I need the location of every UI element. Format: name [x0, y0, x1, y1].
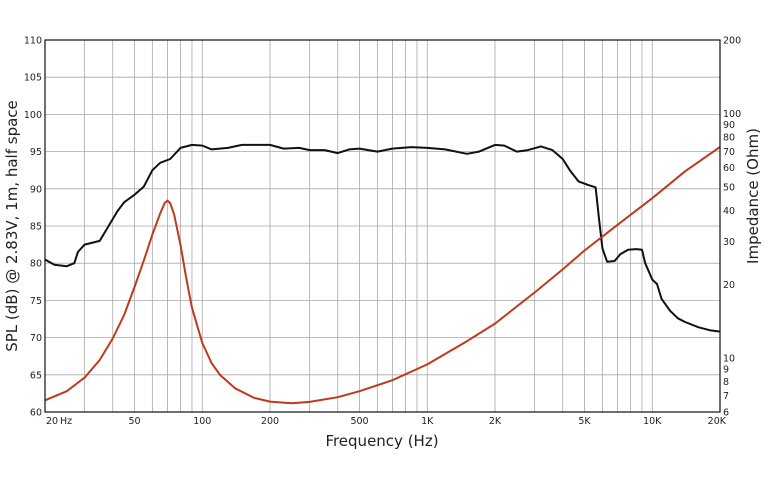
y-axis-title: SPL (dB) @ 2.83V, 1m, half space	[3, 100, 21, 352]
y2-tick-label: 7	[723, 391, 729, 402]
x-tick-label: 1K	[421, 416, 434, 427]
x-tick-label: 20K	[708, 416, 727, 427]
x-tick-label: 5K	[578, 416, 591, 427]
impedance-curve	[44, 146, 721, 405]
x-tick-label: 20	[46, 416, 58, 427]
y2-tick-label: 60	[723, 163, 735, 174]
y2-tick-label: 100	[723, 109, 741, 120]
y2-tick-label: 6	[723, 408, 729, 419]
y-tick-label: 90	[30, 184, 42, 195]
x-tick-labels: 20 50 100 200 500 1K 2K 5K 10K 20K Hz	[46, 416, 727, 427]
y2-tick-label: 200	[723, 36, 741, 47]
y2-tick-label: 50	[723, 183, 735, 194]
grid-lines	[45, 40, 720, 412]
y-tick-label: 110	[24, 36, 42, 47]
y2-tick-label: 40	[723, 206, 735, 217]
y-tick-label: 65	[30, 370, 42, 381]
x-tick-label: 10K	[643, 416, 662, 427]
x-tick-label: 2K	[489, 416, 502, 427]
y-tick-label: 85	[30, 222, 42, 233]
y2-tick-label: 9	[723, 364, 729, 375]
y-tick-label: 75	[30, 296, 42, 307]
x-unit-label: Hz	[60, 416, 72, 427]
y-tick-label: 80	[30, 259, 42, 270]
y-tick-label: 60	[30, 408, 42, 419]
y-tick-label: 95	[30, 147, 42, 158]
x-tick-label: 50	[128, 416, 140, 427]
y2-tick-label: 30	[723, 237, 735, 248]
y-tick-label: 70	[30, 333, 42, 344]
y2-tick-label: 10	[723, 353, 735, 364]
y-tick-labels: 60 65 70 75 80 85 90 95 100 105 110	[24, 36, 42, 419]
x-tick-label: 200	[261, 416, 279, 427]
y2-tick-label: 20	[723, 280, 735, 291]
y2-axis-title: Impedance (Ohm)	[744, 128, 762, 264]
plot-frame	[44, 39, 721, 413]
y2-tick-label: 8	[723, 377, 729, 388]
x-tick-label: 500	[350, 416, 368, 427]
x-axis-title: Frequency (Hz)	[325, 432, 438, 450]
y2-tick-label: 80	[723, 133, 735, 144]
y2-tick-label: 90	[723, 120, 735, 131]
y-tick-label: 100	[24, 110, 42, 121]
data-curves	[44, 143, 721, 405]
y2-tick-label: 70	[723, 147, 735, 158]
x-tick-label: 100	[193, 416, 211, 427]
y-tick-label: 105	[24, 73, 42, 84]
spl-curve	[44, 143, 721, 333]
